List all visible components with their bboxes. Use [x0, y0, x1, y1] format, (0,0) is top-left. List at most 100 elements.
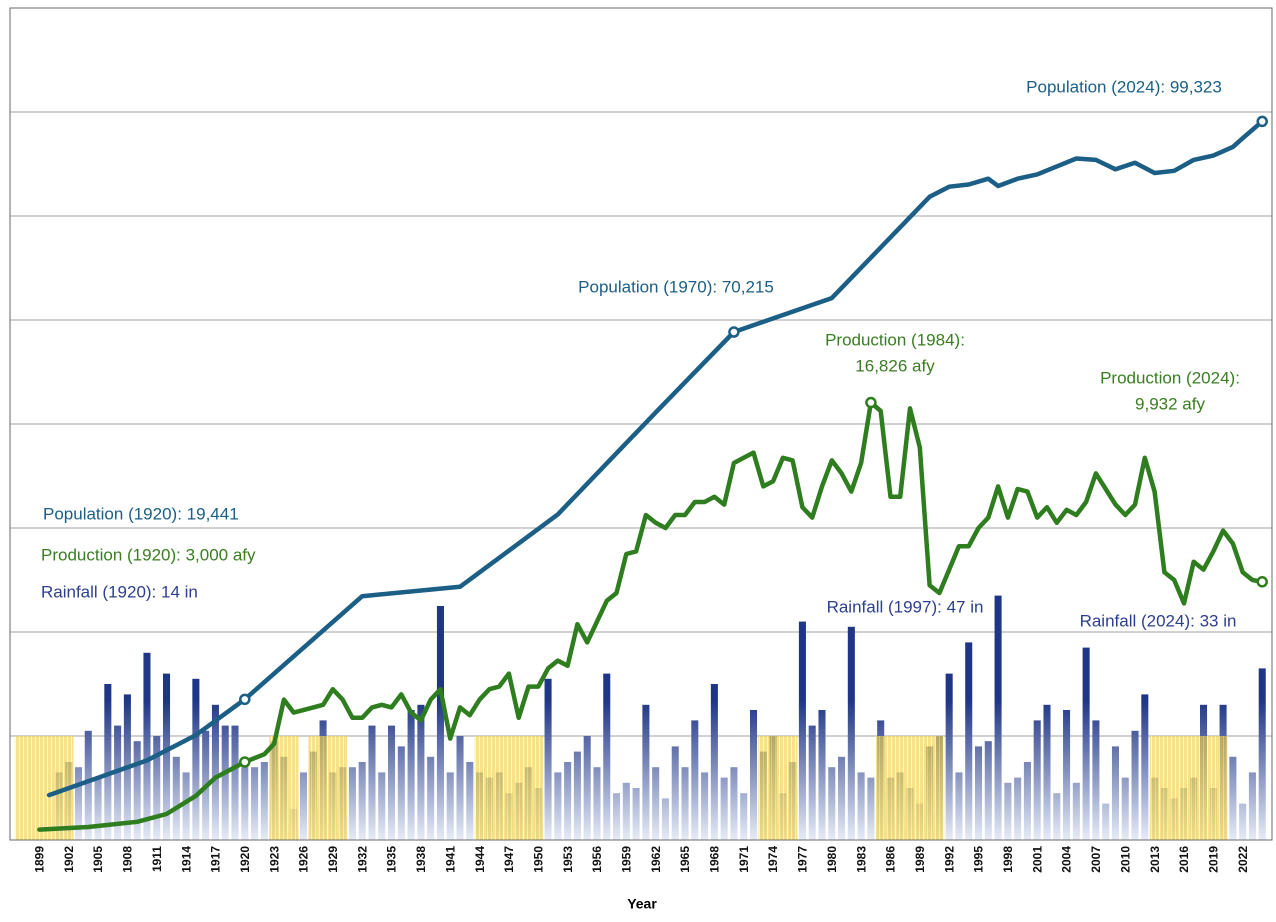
rainfall-bar — [593, 767, 601, 840]
rainfall-bar — [163, 673, 171, 840]
annotation: Production (1920): 3,000 afy — [41, 545, 256, 564]
rainfall-bar — [417, 704, 425, 840]
rainfall-bar — [710, 684, 718, 840]
rainfall-bar — [613, 793, 621, 840]
x-axis-label: Year — [627, 896, 657, 912]
annotation: Rainfall (1920): 14 in — [41, 582, 198, 601]
rainfall-bar — [1082, 647, 1090, 840]
drought-period — [269, 736, 299, 840]
rainfall-bar — [1092, 720, 1100, 840]
rainfall-bar — [368, 725, 376, 840]
x-tick-label: 2004 — [1060, 846, 1074, 873]
rainfall-bar — [1072, 782, 1080, 840]
x-tick-label: 1917 — [209, 846, 223, 873]
rainfall-bar — [348, 767, 356, 840]
annotation: Production (1984): — [825, 330, 965, 349]
x-tick-label: 1941 — [443, 846, 457, 873]
rainfall-bar — [701, 772, 709, 840]
rainfall-bar — [740, 793, 748, 840]
rainfall-bar — [945, 673, 953, 840]
rainfall-bar — [94, 777, 102, 840]
rainfall-bar — [818, 710, 826, 840]
rainfall-bar — [749, 710, 758, 840]
annotation: Rainfall (1997): 47 in — [827, 597, 984, 616]
rainfall-bar — [691, 720, 699, 840]
rainfall-bar — [974, 746, 983, 840]
rainfall-bar — [1053, 793, 1061, 840]
rainfall-bar — [867, 777, 875, 840]
rainfall-bar — [573, 751, 581, 840]
rainfall-bar — [466, 762, 474, 840]
drought-period — [758, 736, 798, 840]
rainfall-bar — [446, 772, 454, 840]
x-tick-label: 2010 — [1118, 846, 1132, 873]
annotation: Population (1970): 70,215 — [578, 277, 774, 296]
rainfall-bar — [427, 756, 435, 840]
rainfall-bar — [299, 772, 308, 840]
rainfall-bar — [74, 767, 83, 840]
x-tick-label: 1929 — [326, 846, 340, 873]
x-tick-label: 1938 — [414, 846, 428, 873]
annotation: Rainfall (2024): 33 in — [1080, 611, 1237, 630]
x-tick-label: 2013 — [1148, 846, 1162, 873]
highlight-marker — [1256, 576, 1268, 588]
x-tick-label: 1965 — [678, 846, 692, 873]
x-tick-label: 1959 — [619, 846, 633, 873]
rainfall-bar — [114, 725, 122, 840]
rainfall-bar — [544, 678, 552, 840]
rainfall-bar — [828, 767, 836, 840]
rainfall-bar — [1033, 720, 1041, 840]
rainfall-bar — [436, 606, 444, 840]
rainfall-bar — [358, 762, 366, 840]
x-tick-label: 2019 — [1206, 846, 1220, 873]
highlight-marker — [1256, 115, 1268, 128]
rainfall-bar — [192, 678, 200, 840]
x-tick-label: 1983 — [854, 846, 868, 873]
x-tick-label: 1926 — [297, 846, 311, 873]
x-tick-label: 2001 — [1030, 846, 1044, 873]
x-tick-label: 1953 — [561, 846, 575, 873]
x-tick-label: 1950 — [531, 846, 545, 873]
annotation: 9,932 afy — [1135, 394, 1205, 413]
rainfall-bar — [661, 798, 669, 840]
rainfall-bar — [554, 772, 562, 840]
rainfall-bar — [1131, 730, 1139, 840]
x-tick-label: 2016 — [1177, 846, 1191, 873]
x-tick-label: 1914 — [179, 846, 193, 873]
line-series — [37, 400, 1265, 832]
rainfall-bar — [388, 725, 396, 840]
rainfall-bar — [955, 772, 963, 840]
x-tick-label: 1971 — [737, 846, 751, 873]
highlight-marker — [239, 693, 251, 706]
x-tick-label: 1962 — [649, 846, 663, 873]
x-tick-label: 1995 — [972, 846, 986, 873]
x-tick-label: 1944 — [473, 846, 487, 873]
rainfall-bar — [838, 756, 846, 840]
rainfall-bar — [1229, 756, 1237, 840]
rainfall-bar — [143, 652, 151, 840]
rainfall-bar — [1121, 777, 1129, 840]
rainfall-bar — [730, 767, 738, 840]
rainfall-bar — [632, 788, 640, 840]
rainfall-bar — [1258, 668, 1266, 840]
rainfall-bar — [984, 741, 992, 840]
rainfall-bar — [241, 767, 249, 840]
rainfall-bar — [720, 777, 728, 840]
annotation: Population (1920): 19,441 — [43, 504, 239, 523]
rainfall-bar — [1043, 704, 1051, 840]
rainfall-bar — [1141, 694, 1149, 840]
rainfall-bar — [857, 772, 865, 840]
rainfall-bar — [211, 704, 219, 840]
rainfall-bar — [603, 673, 611, 840]
x-tick-label: 1905 — [91, 846, 105, 873]
drought-period — [474, 736, 544, 840]
x-tick-label: 1902 — [62, 846, 76, 873]
rainfall-bar — [133, 741, 141, 840]
rainfall-bar — [104, 684, 112, 840]
annotation: Production (2024): — [1100, 368, 1240, 387]
rainfall-bar — [231, 725, 239, 840]
rainfall-bar — [172, 756, 180, 840]
x-tick-label: 1947 — [502, 846, 516, 873]
rainfall-bar — [642, 704, 650, 840]
